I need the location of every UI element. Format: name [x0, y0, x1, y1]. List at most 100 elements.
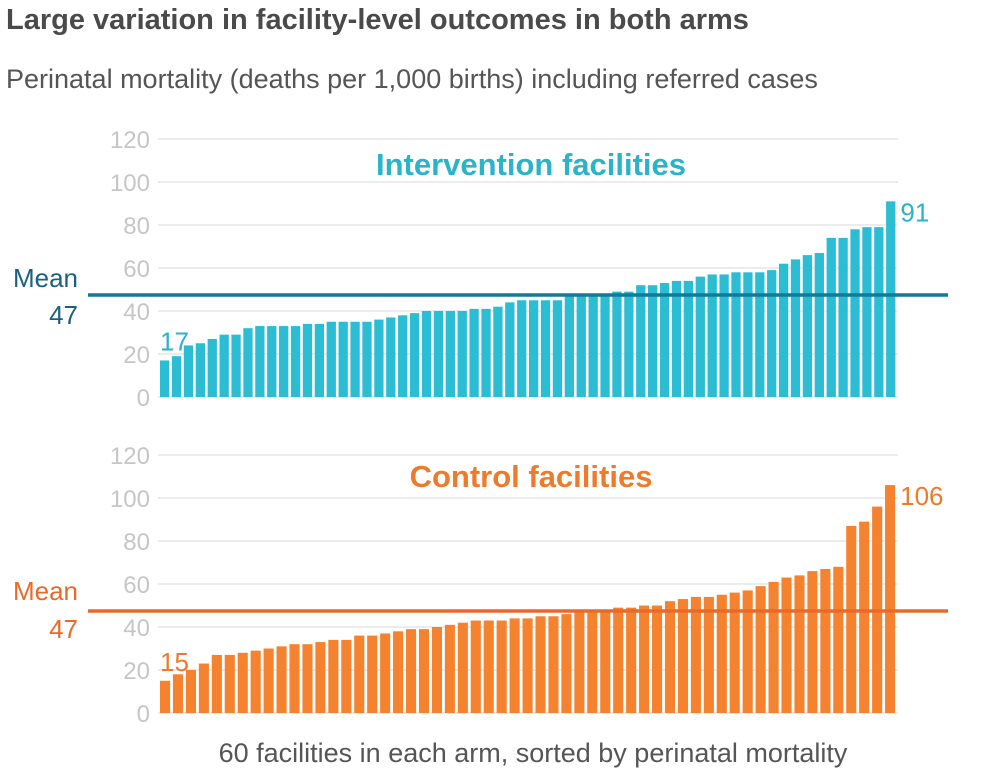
control-bar [211, 654, 222, 713]
intervention-bar [183, 345, 194, 397]
control-bar [742, 590, 753, 713]
intervention-y-tick-label: 100 [110, 170, 150, 197]
intervention-bar [160, 360, 170, 397]
intervention-bar [671, 280, 682, 397]
control-mean-value: 47 [49, 614, 78, 644]
control-bar [172, 674, 184, 713]
control-bar [600, 609, 611, 713]
intervention-bar [719, 274, 729, 397]
intervention-bar [231, 334, 241, 397]
intervention-y-tick-label: 40 [123, 299, 150, 326]
intervention-max-label: 91 [900, 197, 929, 227]
control-bar [664, 601, 676, 713]
intervention-bar [255, 326, 265, 397]
intervention-bar [576, 293, 586, 397]
intervention-bar [552, 300, 563, 397]
intervention-bar [767, 270, 777, 397]
control-bar [703, 596, 714, 713]
intervention-bar [457, 311, 467, 397]
intervention-bar [790, 259, 801, 397]
intervention-bar [219, 334, 229, 397]
control-bar [406, 629, 417, 713]
control-bar [431, 627, 442, 713]
control-bar [548, 616, 559, 713]
control-bar [380, 633, 391, 713]
control-bar [781, 577, 792, 713]
control-bar [561, 614, 572, 713]
control-y-tick-label: 60 [123, 572, 150, 599]
control-bar [289, 644, 300, 713]
intervention-bar [207, 338, 217, 397]
control-bar [198, 663, 209, 713]
control-bar [250, 650, 261, 713]
control-bar [315, 642, 326, 713]
intervention-bar [540, 300, 551, 397]
control-bar [677, 599, 688, 713]
control-bar [859, 521, 870, 713]
intervention-bar [243, 328, 253, 397]
intervention-bar [493, 306, 503, 397]
control-bar [276, 646, 287, 713]
intervention-bar [350, 321, 360, 397]
control-bar [885, 485, 896, 713]
intervention-min-label: 17 [160, 326, 189, 356]
control-bar [224, 654, 235, 713]
intervention-bar [731, 272, 741, 397]
intervention-bar [386, 317, 396, 397]
control-bar [768, 581, 779, 713]
intervention-bar [171, 356, 182, 397]
control-bar [613, 607, 624, 713]
chart-subtitle: Perinatal mortality (deaths per 1,000 bi… [6, 64, 818, 94]
control-bar [574, 611, 585, 713]
intervention-bar [624, 291, 634, 397]
control-bar [160, 680, 171, 713]
control-bar [833, 566, 844, 713]
intervention-mean-label: Mean [13, 263, 78, 293]
control-bar [483, 620, 494, 713]
intervention-bar [362, 321, 372, 397]
intervention-bar [505, 302, 515, 397]
intervention-bar [469, 308, 479, 397]
intervention-y-tick-label: 80 [123, 213, 150, 240]
intervention-bar [838, 237, 848, 397]
control-y-tick-label: 40 [123, 615, 150, 642]
control-bar [716, 594, 727, 713]
intervention-bar [850, 229, 860, 397]
intervention-bar [778, 263, 789, 397]
intervention-bar [433, 311, 444, 397]
intervention-bar [886, 201, 896, 397]
control-bar [535, 616, 546, 713]
control-bar [263, 648, 274, 713]
control-bar [328, 639, 339, 713]
control-mean-label: Mean [13, 576, 78, 606]
control-panel-title: Control facilities [410, 459, 653, 494]
control-bar [639, 605, 650, 713]
intervention-panel-title: Intervention facilities [376, 147, 686, 182]
control-bar [807, 571, 818, 713]
x-axis-note: 60 facilities in each arm, sorted by per… [218, 738, 848, 768]
intervention-bar [695, 276, 705, 397]
control-y-tick-label: 0 [137, 701, 150, 728]
intervention-mean-value: 47 [49, 300, 78, 330]
control-max-label: 106 [900, 481, 943, 511]
control-bar [690, 596, 701, 713]
control-bar [652, 605, 663, 713]
intervention-bar [648, 285, 658, 397]
intervention-bar [314, 323, 325, 397]
intervention-bar [409, 313, 420, 397]
control-bar [393, 631, 404, 713]
intervention-bar [707, 274, 717, 397]
control-bar [341, 639, 352, 713]
intervention-bar [862, 227, 872, 397]
intervention-bar [290, 326, 301, 397]
control-bar [794, 575, 805, 713]
control-bar [729, 592, 740, 713]
intervention-y-tick-label: 0 [137, 385, 150, 412]
control-y-tick-label: 100 [110, 486, 150, 513]
intervention-y-tick-label: 120 [110, 127, 150, 154]
intervention-bar [600, 293, 610, 397]
intervention-bar [636, 285, 646, 397]
intervention-bar [659, 283, 670, 397]
control-bar [185, 670, 196, 713]
